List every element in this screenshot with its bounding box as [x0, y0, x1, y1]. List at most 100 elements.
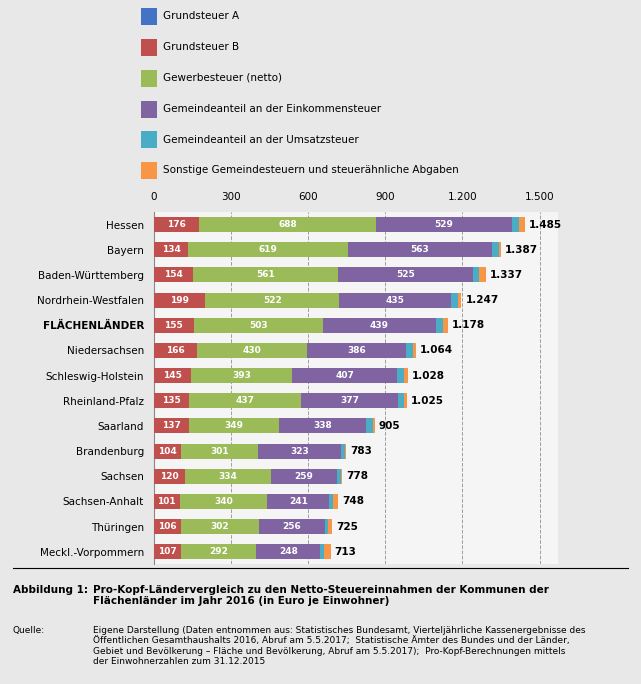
- Text: 407: 407: [335, 371, 354, 380]
- Bar: [271, 469, 337, 484]
- Bar: [154, 318, 194, 333]
- Bar: [479, 267, 486, 282]
- Text: 393: 393: [232, 371, 251, 380]
- Text: 1.337: 1.337: [490, 270, 522, 280]
- Text: Grundsteuer A: Grundsteuer A: [163, 12, 240, 21]
- Bar: [413, 343, 415, 358]
- Text: 154: 154: [164, 270, 183, 280]
- Bar: [398, 393, 404, 408]
- Bar: [154, 267, 194, 282]
- Text: 430: 430: [242, 346, 262, 355]
- Bar: [338, 267, 473, 282]
- Text: 725: 725: [337, 522, 358, 531]
- Bar: [347, 242, 492, 257]
- Text: 439: 439: [370, 321, 389, 330]
- Bar: [320, 544, 324, 560]
- Bar: [324, 544, 331, 560]
- Text: 377: 377: [340, 396, 359, 405]
- Bar: [267, 494, 329, 509]
- Bar: [205, 293, 339, 308]
- Bar: [512, 217, 519, 232]
- Text: 783: 783: [350, 446, 372, 456]
- Text: 106: 106: [158, 522, 177, 531]
- Text: 120: 120: [160, 472, 179, 481]
- Bar: [191, 368, 292, 383]
- Bar: [323, 318, 436, 333]
- Bar: [473, 267, 479, 282]
- Text: Abbildung 1:: Abbildung 1:: [13, 585, 88, 595]
- Text: Grundsteuer B: Grundsteuer B: [163, 42, 240, 52]
- Bar: [256, 544, 320, 560]
- Bar: [188, 242, 347, 257]
- Bar: [154, 293, 205, 308]
- Bar: [337, 469, 341, 484]
- Bar: [154, 419, 189, 434]
- Text: Eigene Darstellung (Daten entnommen aus: Statistisches Bundesamt, Vierteljährlic: Eigene Darstellung (Daten entnommen aus:…: [93, 626, 585, 666]
- Bar: [341, 443, 345, 459]
- Text: 155: 155: [164, 321, 183, 330]
- Bar: [279, 419, 366, 434]
- Text: 525: 525: [396, 270, 415, 280]
- Text: 166: 166: [166, 346, 185, 355]
- Bar: [451, 293, 458, 308]
- Text: 435: 435: [386, 295, 404, 304]
- Bar: [339, 293, 451, 308]
- Text: 1.025: 1.025: [411, 396, 444, 406]
- Text: 522: 522: [263, 295, 281, 304]
- Bar: [154, 368, 191, 383]
- Bar: [519, 217, 525, 232]
- Text: Gewerbesteuer (netto): Gewerbesteuer (netto): [163, 73, 283, 83]
- Bar: [406, 343, 413, 358]
- Bar: [259, 519, 324, 534]
- Text: 349: 349: [224, 421, 244, 430]
- Bar: [324, 519, 328, 534]
- Text: 101: 101: [158, 497, 176, 506]
- Text: 386: 386: [347, 346, 366, 355]
- Bar: [443, 318, 447, 333]
- Bar: [194, 318, 323, 333]
- Bar: [292, 368, 397, 383]
- Bar: [372, 419, 375, 434]
- Text: 688: 688: [278, 220, 297, 229]
- Bar: [154, 519, 181, 534]
- Text: 334: 334: [218, 472, 237, 481]
- Bar: [458, 293, 462, 308]
- Bar: [341, 469, 342, 484]
- Bar: [199, 217, 376, 232]
- Bar: [366, 419, 372, 434]
- Text: 778: 778: [346, 471, 368, 482]
- Text: 529: 529: [435, 220, 454, 229]
- Text: 259: 259: [294, 472, 313, 481]
- Bar: [328, 519, 332, 534]
- Text: 1.064: 1.064: [420, 345, 453, 356]
- Text: Gemeindeanteil an der Umsatzsteuer: Gemeindeanteil an der Umsatzsteuer: [163, 135, 359, 144]
- Bar: [301, 393, 398, 408]
- Text: 292: 292: [210, 547, 228, 556]
- Text: 1.247: 1.247: [465, 295, 499, 305]
- Text: 323: 323: [290, 447, 309, 456]
- Text: 176: 176: [167, 220, 186, 229]
- Text: Gemeindeanteil an der Einkommensteuer: Gemeindeanteil an der Einkommensteuer: [163, 104, 381, 114]
- Text: 437: 437: [235, 396, 254, 405]
- Text: 713: 713: [335, 547, 356, 557]
- Bar: [154, 469, 185, 484]
- Text: 340: 340: [214, 497, 233, 506]
- Text: Sonstige Gemeindesteuern und steuerähnliche Abgaben: Sonstige Gemeindesteuern und steuerähnli…: [163, 166, 459, 175]
- Bar: [194, 267, 338, 282]
- Text: 104: 104: [158, 447, 176, 456]
- Bar: [154, 393, 188, 408]
- Bar: [333, 494, 338, 509]
- Text: 503: 503: [249, 321, 268, 330]
- Bar: [499, 242, 501, 257]
- Text: 134: 134: [162, 246, 181, 254]
- Bar: [329, 494, 333, 509]
- Text: 338: 338: [313, 421, 331, 430]
- Text: 1.178: 1.178: [451, 320, 485, 330]
- Text: 619: 619: [258, 246, 278, 254]
- Text: 1.485: 1.485: [529, 220, 562, 230]
- Bar: [181, 544, 256, 560]
- Bar: [404, 368, 408, 383]
- Bar: [188, 393, 301, 408]
- Bar: [307, 343, 406, 358]
- Text: 248: 248: [279, 547, 298, 556]
